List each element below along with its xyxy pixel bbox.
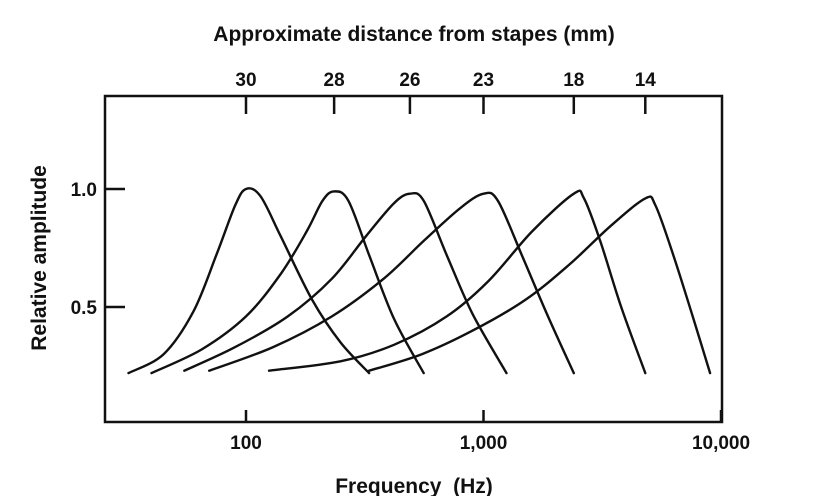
y-axis-label: Relative amplitude [28, 165, 51, 351]
top-tick-label: 28 [324, 70, 345, 91]
top-tick-label: 26 [399, 70, 420, 91]
series-line-4 [208, 191, 575, 375]
series-line-1 [127, 187, 371, 375]
y-tick-label: 1.0 [71, 180, 97, 201]
top-tick-label: 30 [235, 70, 256, 91]
top-tick-label: 23 [473, 70, 494, 91]
plot-frame [103, 94, 724, 424]
x-axis-label: Frequency (Hz) [335, 475, 493, 496]
y-tick-label: 0.5 [71, 298, 98, 319]
x-tick-label: 100 [230, 433, 262, 454]
series-line-2 [150, 190, 425, 375]
x-tick-label: 10,000 [692, 433, 750, 454]
series-line-3 [183, 191, 508, 375]
top-tick-label: 14 [635, 70, 657, 91]
series-line-5 [267, 189, 647, 375]
chart-title: Approximate distance from stapes (mm) [213, 23, 614, 46]
x-tick-label: 1,000 [460, 433, 508, 454]
series-line-6 [367, 195, 712, 375]
top-tick-label: 18 [563, 70, 584, 91]
